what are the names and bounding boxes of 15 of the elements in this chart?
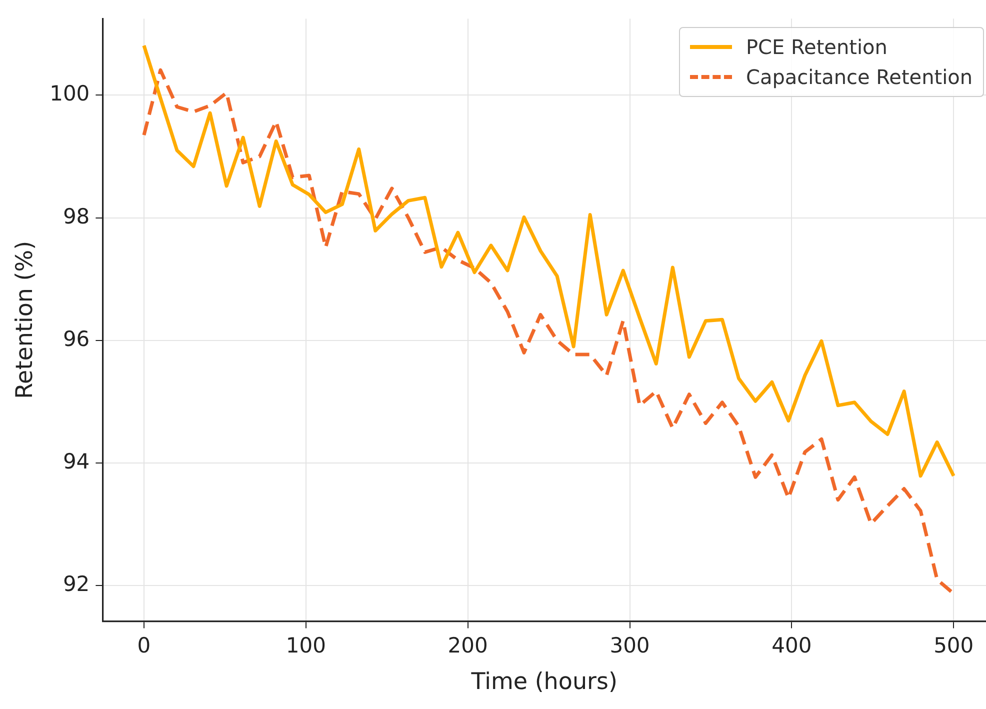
x-tick-label: 400 <box>772 633 812 658</box>
y-tick-label: 92 <box>62 572 90 596</box>
y-tick-label: 94 <box>62 449 90 474</box>
x-tick-label: 100 <box>286 633 326 658</box>
legend-label: Capacitance Retention <box>746 64 973 91</box>
x-axis-title: Time (hours) <box>470 669 618 696</box>
x-tick-label: 500 <box>934 633 974 658</box>
x-tick-label: 0 <box>137 633 151 658</box>
legend-label: PCE Retention <box>746 34 888 61</box>
y-tick-label: 96 <box>62 326 90 351</box>
y-tick-label: 100 <box>50 82 90 106</box>
y-tick-label: 98 <box>62 204 90 228</box>
y-axis-title: Retention (%) <box>12 240 38 399</box>
x-tick-label: 200 <box>448 633 488 658</box>
x-tick-label: 300 <box>610 633 650 658</box>
